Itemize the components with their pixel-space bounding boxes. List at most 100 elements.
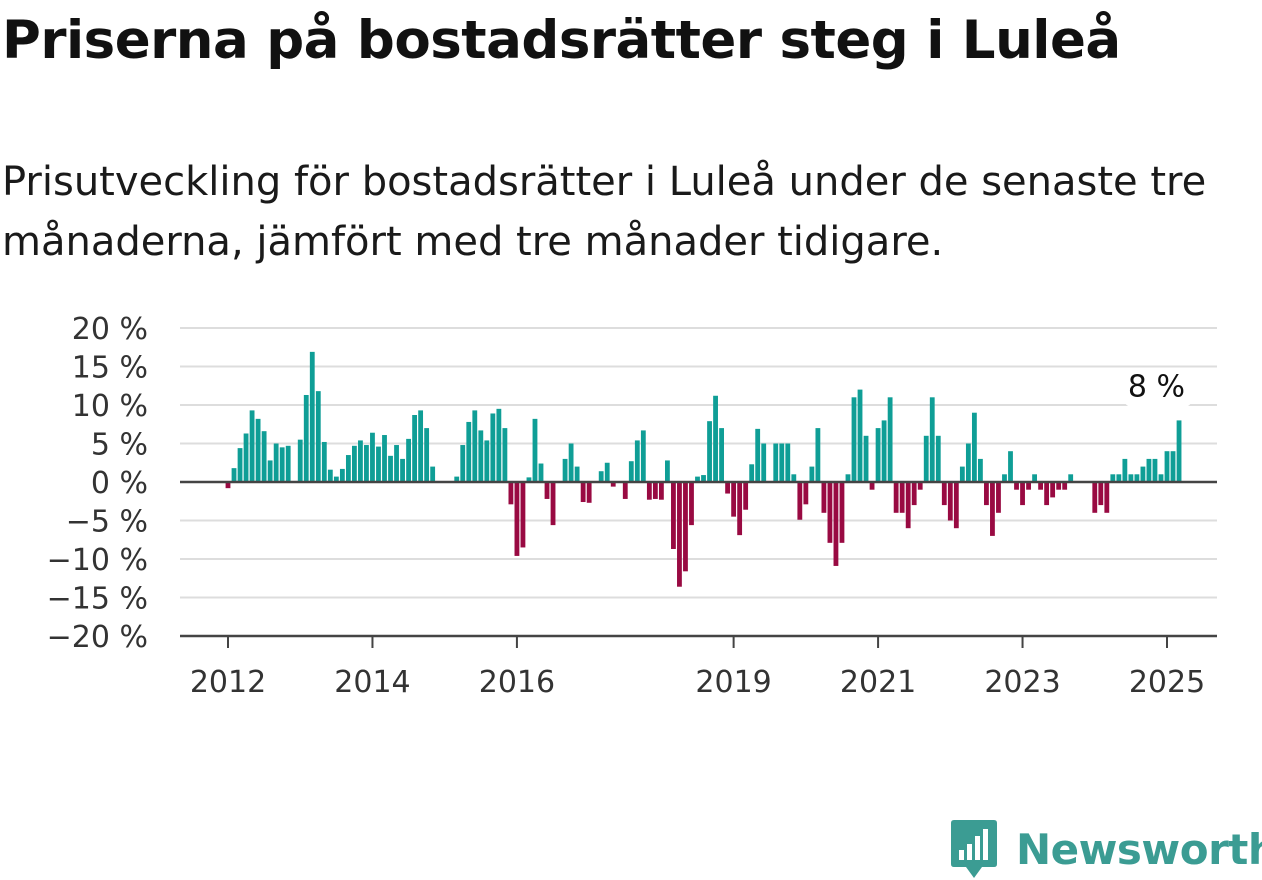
bar-positive	[640, 430, 646, 482]
bar-positive	[1170, 451, 1176, 482]
bar-negative	[731, 482, 737, 517]
bar-positive	[237, 448, 243, 482]
bar-positive	[382, 435, 387, 482]
bar-negative	[1104, 482, 1110, 513]
bar-positive	[526, 477, 532, 482]
bar-negative	[1098, 482, 1104, 506]
bar-positive	[1146, 458, 1152, 482]
x-tick-label: 2021	[840, 665, 916, 700]
bar-positive	[574, 466, 580, 482]
bar-positive	[243, 433, 249, 482]
chart-title: Priserna på bostadsrätter steg i Luleå	[2, 10, 1121, 71]
bar-positive	[881, 420, 887, 482]
bar-positive	[358, 440, 363, 482]
bar-positive	[430, 466, 436, 482]
x-tick-label: 2014	[334, 665, 410, 700]
bar-negative	[996, 482, 1001, 513]
bar-positive	[273, 443, 279, 482]
bar-positive	[773, 443, 779, 482]
bar-positive	[562, 458, 568, 482]
bar-negative	[520, 482, 526, 548]
bar-negative	[610, 482, 616, 487]
bar-negative	[941, 482, 947, 506]
bar-positive	[719, 428, 724, 482]
last-value-label: 8 %	[1128, 369, 1185, 404]
bar-positive	[713, 395, 718, 482]
bar-positive	[923, 435, 929, 482]
bar-positive	[1164, 451, 1170, 482]
bar-positive	[345, 455, 351, 482]
bar-negative	[658, 482, 664, 500]
bar-positive	[634, 440, 640, 482]
bar-positive	[297, 439, 303, 482]
bar-positive	[1116, 474, 1122, 482]
bar-positive	[707, 421, 712, 482]
bar-positive	[1110, 474, 1116, 482]
chart-subtitle: Prisutveckling för bostadsrätter i Luleå…	[2, 159, 1207, 265]
bar-negative	[803, 482, 809, 505]
bar-positive	[929, 397, 935, 482]
x-tick-label: 2023	[984, 665, 1060, 700]
bar-positive	[538, 463, 544, 482]
bar-negative	[580, 482, 586, 503]
y-tick-label: 0 %	[91, 466, 148, 501]
bar-positive	[695, 476, 700, 482]
bar-chart: 20 % 15 %10 % 5 %0 % −5 %−10 % −15 %−20 % 201…	[47, 312, 1217, 700]
bar-negative	[1026, 482, 1031, 490]
brand-name: Newsworthy	[1016, 824, 1262, 874]
x-tick-label: 2025	[1129, 665, 1205, 700]
bar-negative	[683, 482, 688, 572]
bar-positive	[1134, 474, 1140, 482]
bar-positive	[327, 469, 333, 482]
bar-positive	[352, 445, 357, 482]
newsworthy-logo-icon	[951, 820, 997, 878]
bar-negative	[797, 482, 803, 520]
bar-positive	[321, 441, 327, 482]
bar-negative	[544, 482, 550, 499]
bar-positive	[424, 428, 430, 482]
bar-negative	[1092, 482, 1098, 513]
bars	[225, 351, 1182, 587]
bar-positive	[761, 443, 767, 482]
bar-positive	[887, 397, 893, 482]
x-tick-label: 2012	[190, 665, 266, 700]
bar-negative	[833, 482, 839, 566]
x-tick-label: 2019	[695, 665, 771, 700]
bar-negative	[550, 482, 556, 526]
bar-negative	[839, 482, 845, 543]
value-label-background	[1125, 368, 1192, 407]
bar-positive	[1068, 474, 1074, 482]
y-tick-label: 15 %	[72, 351, 148, 386]
bar-positive	[388, 455, 393, 482]
y-tick-label: −15 %	[47, 582, 148, 617]
bar-negative	[1056, 482, 1062, 490]
bar-positive	[749, 464, 755, 482]
bar-negative	[905, 482, 911, 529]
bar-positive	[466, 421, 472, 482]
bar-positive	[701, 475, 706, 482]
bar-positive	[959, 466, 965, 482]
bar-positive	[394, 445, 399, 482]
bar-positive	[1152, 458, 1158, 482]
bar-positive	[875, 428, 881, 482]
y-tick-label: −5 %	[66, 505, 148, 540]
bar-negative	[586, 482, 592, 503]
bar-negative	[671, 482, 676, 549]
bar-negative	[743, 482, 749, 510]
bar-negative	[646, 482, 652, 500]
bar-negative	[990, 482, 995, 536]
bar-negative	[737, 482, 743, 536]
bar-positive	[460, 445, 466, 482]
bar-positive	[1128, 474, 1134, 482]
bar-positive	[279, 447, 285, 482]
bar-positive	[863, 435, 869, 482]
bar-negative	[827, 482, 833, 543]
bar-positive	[665, 460, 670, 482]
bar-positive	[484, 440, 490, 482]
axes	[180, 480, 1217, 648]
bar-positive	[472, 410, 478, 482]
bar-positive	[339, 468, 345, 482]
bar-positive	[604, 462, 610, 482]
bar-positive	[412, 415, 418, 482]
bar-positive	[418, 410, 424, 482]
